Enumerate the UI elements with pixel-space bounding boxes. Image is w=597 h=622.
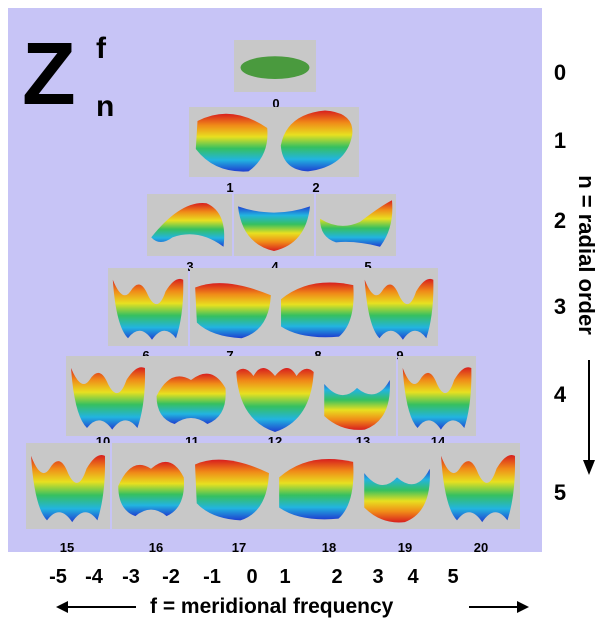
zernike-mode-6-surface [108,268,188,346]
left-arrow-icon [56,601,136,613]
mode-index-label: 16 [148,540,164,555]
mode-index-label: 8 [298,348,338,363]
zernike-mode-11-surface [150,356,232,436]
zernike-mode-1-surface [189,107,274,177]
zernike-mode-13-surface [318,356,396,436]
freq-tick: 2 [331,566,343,588]
mode-index-label: 15 [59,540,75,555]
radial-order-4: 4 [553,382,567,407]
zernike-mode-18-surface [274,443,360,529]
zernike-mode-0-surface [234,40,316,92]
radial-order-1: 1 [553,128,567,153]
zernike-mode-12-surface [232,356,318,436]
mode-index-label: 9 [380,348,420,363]
title-superscript: f [96,32,106,65]
zernike-mode-15-surface [26,443,110,529]
mode-index-label: 2 [312,180,320,195]
zernike-mode-17-surface [190,443,274,529]
mode-index-label: 3 [186,259,194,274]
mode-index-label: 20 [473,540,489,555]
mode-index-label: 7 [210,348,250,363]
mode-index-label: 6 [126,348,166,363]
radial-order-2: 2 [553,208,567,233]
zernike-mode-8-surface [276,268,360,346]
freq-tick: 5 [447,566,459,588]
zernike-mode-9-surface [360,268,438,346]
mode-index-label: 17 [231,540,247,555]
zernike-mode-14-surface [398,356,476,436]
zernike-mode-2-surface [274,107,359,177]
mode-index-label: 19 [397,540,413,555]
freq-tick: -2 [162,566,180,588]
title-subscript: n [96,90,115,123]
zernike-mode-4-surface [234,194,314,256]
radial-order-3: 3 [553,294,567,319]
freq-tick: -5 [49,566,67,588]
radial-order-axis-label: n = radial order [574,175,597,335]
freq-tick: 3 [372,566,384,588]
freq-tick: -3 [122,566,140,588]
radial-order-0: 0 [553,60,567,85]
freq-tick: -4 [85,566,103,588]
freq-tick: 4 [407,566,419,588]
zernike-mode-3-surface [147,194,232,256]
mode-index-label: 18 [321,540,337,555]
zernike-mode-20-surface [436,443,520,529]
right-arrow-icon [469,601,529,613]
radial-order-5: 5 [553,480,567,505]
mode-index-label: 1 [226,180,234,195]
mode-index-label: 0 [272,96,280,111]
zernike-mode-16-surface [112,443,190,529]
zernike-mode-7-surface [190,268,276,346]
zernike-mode-5-surface [316,194,396,256]
down-arrow-icon [583,360,595,475]
title-symbol: Z [22,24,76,123]
mode-index-label: 4 [271,259,279,274]
freq-tick: 1 [279,566,291,588]
freq-tick: 0 [246,566,258,588]
zernike-mode-19-surface [358,443,436,529]
freq-tick: -1 [203,566,221,588]
mode-index-label: 5 [364,259,372,274]
meridional-frequency-axis-label: f = meridional frequency [150,595,394,618]
zernike-mode-10-surface [66,356,150,436]
